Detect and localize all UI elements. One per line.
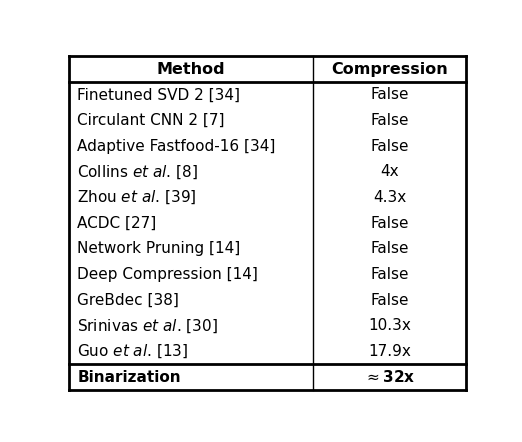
Text: Binarization: Binarization: [77, 370, 181, 385]
Text: Network Pruning [14]: Network Pruning [14]: [77, 241, 241, 256]
Text: Collins $\it{et}$ $\it{al}$. [8]: Collins $\it{et}$ $\it{al}$. [8]: [77, 163, 198, 181]
Text: 17.9x: 17.9x: [368, 344, 411, 359]
Text: Circulant CNN 2 [7]: Circulant CNN 2 [7]: [77, 113, 225, 128]
Text: Zhou $\it{et}$ $\it{al}$. [39]: Zhou $\it{et}$ $\it{al}$. [39]: [77, 189, 197, 206]
Text: False: False: [370, 241, 409, 256]
Text: Srinivas $\it{et}$ $\it{al}$. [30]: Srinivas $\it{et}$ $\it{al}$. [30]: [77, 317, 218, 335]
Text: ACDC [27]: ACDC [27]: [77, 216, 157, 231]
Text: Deep Compression [14]: Deep Compression [14]: [77, 267, 258, 282]
Text: Method: Method: [157, 62, 226, 77]
Text: False: False: [370, 267, 409, 282]
Text: Adaptive Fastfood-16 [34]: Adaptive Fastfood-16 [34]: [77, 139, 276, 154]
Text: False: False: [370, 216, 409, 231]
Text: False: False: [370, 139, 409, 154]
Text: 4.3x: 4.3x: [373, 190, 406, 205]
Text: False: False: [370, 293, 409, 308]
Text: $\approx\mathbf{32x}$: $\approx\mathbf{32x}$: [364, 369, 415, 385]
Text: Guo $\it{et}$ $\it{al}$. [13]: Guo $\it{et}$ $\it{al}$. [13]: [77, 343, 188, 360]
Text: False: False: [370, 88, 409, 103]
Text: False: False: [370, 113, 409, 128]
Text: Compression: Compression: [331, 62, 448, 77]
Text: Finetuned SVD 2 [34]: Finetuned SVD 2 [34]: [77, 88, 241, 103]
Text: 4x: 4x: [380, 164, 399, 179]
Text: 10.3x: 10.3x: [368, 318, 411, 333]
Text: GreBdec [38]: GreBdec [38]: [77, 293, 179, 308]
